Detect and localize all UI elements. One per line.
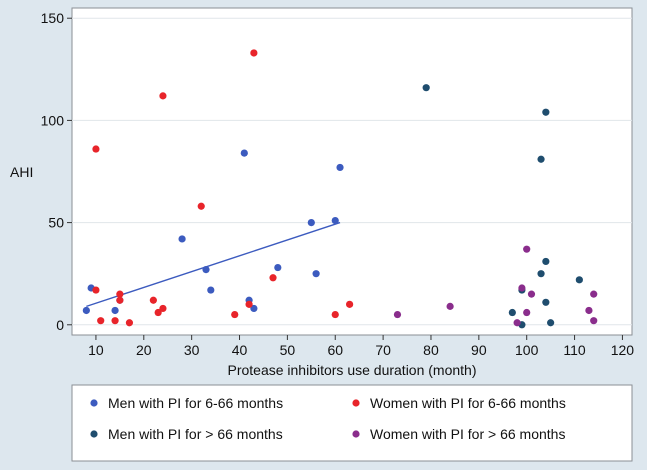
x-tick-label-50: 50 — [280, 342, 296, 358]
point-s1-13 — [245, 301, 252, 308]
point-s0-11 — [308, 219, 315, 226]
point-s0-5 — [202, 266, 209, 273]
x-tick-label-110: 110 — [563, 342, 586, 358]
point-s1-0 — [92, 145, 99, 152]
point-s2-10 — [576, 276, 583, 283]
point-s1-9 — [159, 305, 166, 312]
x-tick-label-40: 40 — [232, 342, 248, 358]
point-s1-1 — [92, 286, 99, 293]
legend-marker-2 — [90, 430, 97, 437]
point-s2-6 — [542, 109, 549, 116]
point-s2-0 — [423, 84, 430, 91]
point-s2-9 — [547, 319, 554, 326]
legend-label-0: Men with PI for 6-66 months — [108, 395, 283, 411]
point-s0-2 — [111, 307, 118, 314]
point-s3-2 — [514, 319, 521, 326]
legend-label-1: Women with PI for 6-66 months — [370, 395, 566, 411]
legend-marker-1 — [352, 399, 359, 406]
point-s2-5 — [537, 156, 544, 163]
x-tick-label-60: 60 — [327, 342, 343, 358]
x-tick-label-70: 70 — [375, 342, 391, 358]
point-s0-14 — [336, 164, 343, 171]
point-s1-5 — [116, 297, 123, 304]
legend-label-2: Men with PI for > 66 months — [108, 426, 283, 442]
point-s2-7 — [542, 258, 549, 265]
point-s0-4 — [178, 235, 185, 242]
point-s0-7 — [241, 150, 248, 157]
y-tick-label-150: 150 — [41, 10, 65, 26]
point-s1-6 — [126, 319, 133, 326]
legend-marker-3 — [352, 430, 359, 437]
x-tick-label-30: 30 — [184, 342, 200, 358]
point-s3-5 — [523, 309, 530, 316]
point-s3-0 — [394, 311, 401, 318]
y-tick-label-50: 50 — [48, 215, 64, 231]
point-s1-14 — [250, 49, 257, 56]
point-s0-13 — [332, 217, 339, 224]
point-s1-3 — [111, 317, 118, 324]
point-s2-8 — [542, 299, 549, 306]
point-s1-17 — [346, 301, 353, 308]
x-tick-label-120: 120 — [611, 342, 635, 358]
point-s0-0 — [83, 307, 90, 314]
x-axis-title: Protease inhibitors use duration (month) — [227, 362, 476, 378]
x-tick-label-100: 100 — [515, 342, 539, 358]
plot-area — [72, 8, 632, 335]
x-axis: 10 20 30 40 50 60 70 80 90 100 110 120 — [88, 335, 634, 358]
point-s2-1 — [509, 309, 516, 316]
y-axis: 0 50 100 150 — [41, 10, 72, 333]
point-s3-6 — [528, 291, 535, 298]
point-s0-6 — [207, 286, 214, 293]
y-tick-label-0: 0 — [56, 317, 64, 333]
x-tick-label-90: 90 — [471, 342, 487, 358]
point-s3-1 — [447, 303, 454, 310]
point-s3-3 — [518, 284, 525, 291]
y-axis-title: AHI — [10, 164, 33, 180]
x-tick-label-80: 80 — [423, 342, 439, 358]
point-s2-4 — [537, 270, 544, 277]
y-tick-label-100: 100 — [41, 112, 65, 128]
point-s1-12 — [231, 311, 238, 318]
legend-label-3: Women with PI for > 66 months — [370, 426, 565, 442]
point-s1-4 — [116, 291, 123, 298]
legend-marker-0 — [90, 399, 97, 406]
x-tick-label-10: 10 — [88, 342, 104, 358]
point-s3-8 — [590, 291, 597, 298]
point-s1-15 — [269, 274, 276, 281]
point-s1-11 — [198, 203, 205, 210]
point-s0-10 — [274, 264, 281, 271]
point-s1-10 — [159, 92, 166, 99]
point-s3-4 — [523, 246, 530, 253]
point-s3-9 — [590, 317, 597, 324]
point-s1-2 — [97, 317, 104, 324]
point-s1-7 — [150, 297, 157, 304]
point-s3-7 — [585, 307, 592, 314]
point-s0-12 — [313, 270, 320, 277]
point-s1-16 — [332, 311, 339, 318]
x-tick-label-20: 20 — [136, 342, 152, 358]
